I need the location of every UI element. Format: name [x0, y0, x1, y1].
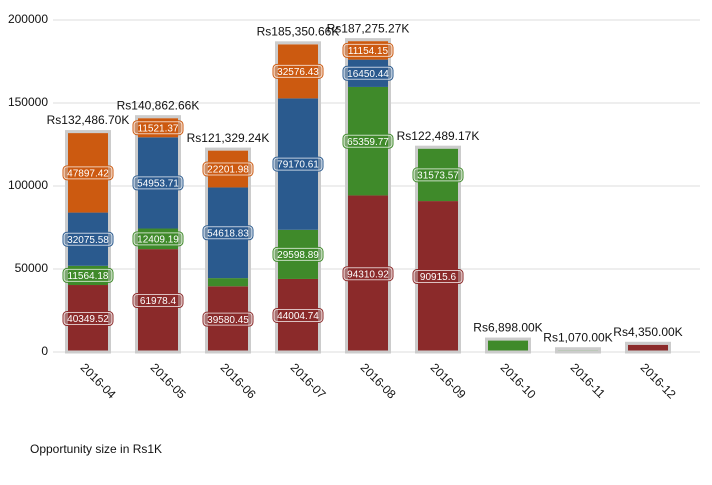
segment-label-inner: [343, 267, 393, 281]
bar-outline: [555, 347, 601, 354]
segment-label-box: [342, 65, 394, 81]
segment-label: 39580.45: [207, 315, 249, 326]
segment-label-box: [62, 165, 114, 181]
segment-label-inner: [343, 134, 393, 148]
x-tick-label: 2016-09: [428, 360, 469, 401]
x-tick-label: 2016-08: [358, 360, 399, 401]
x-tick-label: 2016-12: [638, 360, 679, 401]
y-tick-label: 0: [41, 344, 48, 358]
segment-label-inner: [63, 232, 113, 246]
bar-outline: [205, 147, 251, 354]
segment-label: 47897.42: [67, 168, 109, 179]
segment-label: 40349.52: [67, 314, 109, 325]
footnote: Opportunity size in Rs1K: [30, 442, 162, 456]
segment-label: 44004.74: [277, 311, 319, 322]
segment-label: 11564.18: [68, 271, 109, 282]
segment-label-box: [202, 161, 254, 177]
segment-label-box: [342, 133, 394, 149]
total-label: Rs1,070.00K: [543, 330, 612, 344]
segment-label-box: [202, 311, 254, 327]
segment-label-box: [272, 63, 324, 79]
segment-label-box: [272, 156, 324, 172]
segment-label: 94310.92: [347, 269, 389, 280]
segment-label-box: [202, 225, 254, 241]
segment-label-box: [272, 246, 324, 262]
x-tick-label: 2016-07: [288, 360, 329, 401]
segment-label-box: [272, 307, 324, 323]
total-label: Rs132,486.70K: [47, 113, 130, 127]
segment-label-box: [342, 42, 394, 58]
segment-label-inner: [413, 270, 463, 284]
segment-label-inner: [133, 176, 183, 190]
segment-label-inner: [63, 166, 113, 180]
segment-label-inner: [413, 168, 463, 182]
total-label: Rs4,350.00K: [613, 325, 682, 339]
segment-label-inner: [203, 226, 253, 240]
total-label: Rs121,329.24K: [187, 131, 270, 145]
segment-label-inner: [133, 121, 183, 135]
segment-label: 16450.44: [347, 69, 389, 80]
segment-label: 61978.4: [140, 296, 177, 307]
total-label: Rs187,275.27K: [327, 21, 410, 35]
segment-label: 11154.15: [348, 46, 389, 57]
segment-label: 29598.89: [277, 250, 319, 261]
segment-label-box: [132, 175, 184, 191]
bar-outline: [275, 41, 321, 354]
bar-outline: [625, 341, 671, 354]
segment-label: 31573.57: [417, 171, 459, 182]
bar-segment: [488, 340, 528, 352]
segment-label-inner: [343, 43, 393, 57]
segment-label-inner: [133, 294, 183, 308]
y-tick-label: 150000: [8, 95, 48, 109]
y-tick-label: 50000: [15, 261, 49, 275]
bar-segment: [628, 344, 668, 352]
segment-label-box: [132, 231, 184, 247]
segment-label: 32576.43: [277, 67, 319, 78]
segment-labels: 40349.52 11564.18 32075.58 47897.42 61978.4 1…: [62, 42, 464, 327]
segment-label-inner: [273, 64, 323, 78]
segment-label-box: [62, 311, 114, 327]
segment-label-inner: [273, 308, 323, 322]
segment-label-inner: [273, 247, 323, 261]
segment-label-inner: [203, 162, 253, 176]
y-tick-label: 200000: [8, 12, 48, 26]
segment-label-inner: [203, 312, 253, 326]
segment-label-inner: [343, 66, 393, 80]
total-label: Rs122,489.17K: [397, 129, 480, 143]
segment-label: 12409.19: [137, 234, 179, 245]
total-label: Rs6,898.00K: [473, 321, 542, 335]
segment-label-box: [412, 269, 464, 285]
x-tick-label: 2016-10: [498, 360, 539, 401]
x-tick-label: 2016-05: [148, 360, 189, 401]
segment-label: 90915.6: [420, 272, 457, 283]
segment-label: 32075.58: [67, 235, 109, 246]
y-tick-label: 100000: [8, 178, 48, 192]
segment-label: 22201.98: [207, 165, 249, 176]
bar-outline: [345, 38, 391, 354]
x-tick-label: 2016-11: [568, 360, 609, 401]
segment-label-box: [62, 267, 114, 283]
segment-label: 54953.71: [137, 179, 179, 190]
segment-label: 65359.77: [347, 137, 389, 148]
bar-outline: [415, 145, 461, 354]
segment-label-inner: [63, 268, 113, 282]
total-label: Rs140,862.66K: [117, 98, 200, 112]
segment-label: 79170.61: [277, 160, 319, 171]
bar-outline: [485, 337, 531, 354]
x-tick-label: 2016-04: [78, 360, 119, 401]
segment-label-box: [412, 167, 464, 183]
segment-label-box: [132, 293, 184, 309]
segment-label-inner: [133, 232, 183, 246]
segment-label-box: [342, 266, 394, 282]
segment-label-box: [132, 120, 184, 136]
segment-label-box: [62, 231, 114, 247]
total-label: Rs185,350.66K: [257, 24, 340, 38]
bar-segment: [208, 278, 248, 287]
segment-label: 11521.37: [138, 123, 179, 134]
segment-label-inner: [63, 312, 113, 326]
segment-label-inner: [273, 157, 323, 171]
segment-label: 54618.83: [207, 228, 249, 239]
x-tick-label: 2016-06: [218, 360, 259, 401]
